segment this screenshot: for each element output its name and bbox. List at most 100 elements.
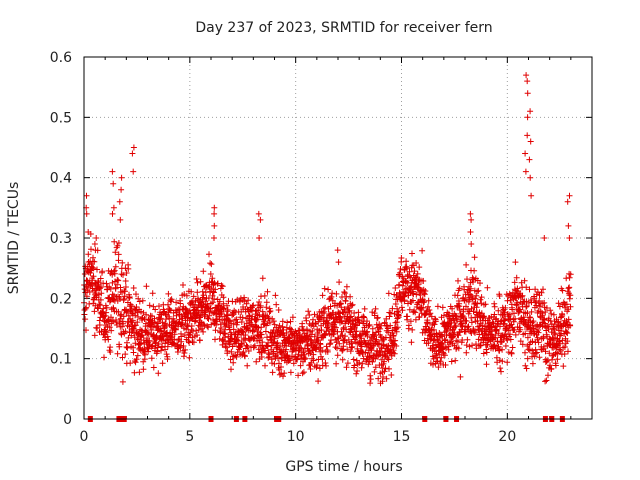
- data-point: [549, 356, 555, 363]
- data-point: [116, 343, 123, 350]
- data-point: [82, 316, 89, 323]
- data-point: [448, 358, 455, 365]
- data-point: [190, 339, 197, 346]
- data-point: [301, 356, 308, 363]
- data-point: [323, 362, 329, 369]
- data-point: [117, 312, 124, 319]
- data-point: [222, 331, 229, 337]
- data-point: [211, 235, 217, 241]
- data-point: [425, 303, 431, 310]
- data-point: [149, 290, 156, 297]
- data-point: [284, 319, 291, 326]
- data-point: [526, 156, 533, 163]
- chart-title: Day 237 of 2023, SRMTID for receiver fer…: [195, 20, 492, 36]
- data-point: [382, 365, 389, 372]
- data-point: [522, 362, 529, 369]
- data-point: [318, 327, 325, 333]
- data-point: [526, 286, 533, 293]
- data-point: [190, 293, 197, 300]
- data-point: [268, 342, 275, 349]
- data-point: [217, 329, 224, 336]
- data-point: [491, 311, 498, 318]
- data-point: [514, 285, 521, 292]
- data-point: [224, 302, 230, 309]
- data-point: [333, 339, 340, 346]
- data-point: [211, 279, 218, 286]
- data-point: [428, 313, 435, 320]
- data-point: [548, 310, 555, 317]
- data-point: [244, 362, 251, 369]
- data-point: [565, 222, 572, 229]
- data-point: [502, 304, 509, 311]
- data-point: [156, 316, 163, 323]
- data-point: [511, 279, 518, 286]
- data-point: [111, 270, 118, 277]
- data-point: [120, 320, 127, 327]
- data-point: [193, 327, 200, 334]
- data-point: [469, 342, 476, 349]
- data-point: [325, 286, 332, 293]
- data-point: [290, 360, 297, 367]
- data-point: [552, 331, 559, 338]
- data-point: [531, 353, 538, 360]
- data-point: [504, 359, 511, 366]
- data-point: [567, 292, 574, 299]
- data-point: [164, 343, 171, 350]
- data-point: [269, 369, 276, 376]
- data-point: [519, 341, 526, 348]
- data-point: [457, 373, 464, 380]
- data-point: [541, 235, 548, 241]
- data-point: [192, 317, 199, 324]
- data-point: [273, 301, 280, 308]
- data-point: [262, 347, 269, 354]
- data-point: [134, 352, 141, 359]
- data-point: [539, 312, 546, 319]
- data-point: [342, 309, 349, 316]
- data-point: [253, 316, 260, 323]
- data-point: [212, 327, 219, 334]
- data-point: [523, 303, 530, 310]
- data-point: [303, 317, 310, 324]
- data-point: [94, 304, 101, 311]
- data-point: [371, 333, 377, 340]
- data-point: [399, 307, 406, 314]
- data-point: [159, 319, 166, 326]
- data-point: [234, 334, 241, 341]
- data-point: [103, 280, 110, 287]
- data-point: [135, 313, 141, 320]
- data-point: [431, 321, 438, 328]
- data-point: [315, 337, 322, 343]
- data-point: [139, 332, 146, 338]
- data-point: [346, 314, 353, 321]
- data-point: [90, 254, 96, 261]
- data-point: [501, 309, 508, 316]
- data-point: [230, 359, 237, 366]
- data-point: [322, 331, 329, 338]
- data-point: [158, 347, 164, 354]
- data-point: [97, 275, 104, 282]
- data-point: [130, 285, 137, 291]
- data-point: [387, 346, 394, 353]
- data-point: [393, 343, 400, 349]
- data-point: [441, 336, 448, 343]
- data-point: [188, 314, 195, 321]
- data-point: [411, 268, 418, 275]
- data-point: [435, 364, 442, 371]
- data-point: [138, 308, 144, 315]
- data-point: [545, 372, 551, 379]
- data-point: [563, 329, 570, 336]
- data-point: [364, 333, 371, 339]
- data-point: [270, 348, 277, 355]
- data-point: [499, 358, 506, 365]
- data-point: [155, 341, 162, 347]
- data-point: [339, 347, 346, 354]
- data-point: [211, 210, 218, 217]
- data-point: [386, 313, 393, 320]
- data-point: [408, 339, 415, 346]
- data-point: [161, 308, 168, 315]
- data-point: [220, 305, 227, 312]
- data-point: [463, 349, 470, 356]
- data-point: [216, 298, 223, 305]
- data-point: [109, 279, 116, 286]
- data-point: [204, 323, 211, 330]
